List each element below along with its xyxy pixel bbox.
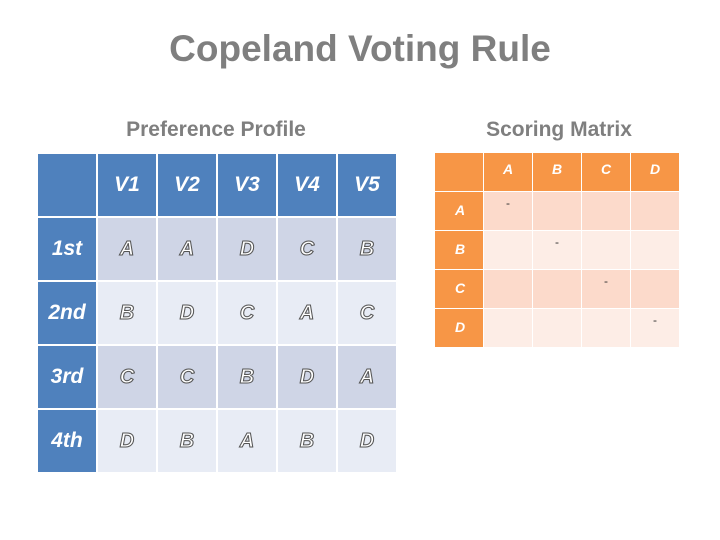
candidate-header: D [630,152,680,192]
voter-header: V4 [276,152,338,218]
voter-header: V2 [156,152,218,218]
candidate-header: C [581,152,631,192]
candidate-header: A [483,152,533,192]
candidate-row-label: B [434,230,484,270]
preference-cell: C [336,280,398,346]
scoring-matrix-table: A B C D A - B - C - D - [434,152,680,348]
rank-label: 4th [36,408,98,474]
candidate-header: B [532,152,582,192]
preference-profile-table: V1 V2 V3 V4 V5 1st A A D C B 2nd B D C A… [36,152,398,474]
table-row: D - [434,308,680,348]
voter-header: V1 [96,152,158,218]
preference-cell: A [156,216,218,282]
score-cell [581,191,631,231]
score-cell [532,308,582,348]
preference-cell: B [156,408,218,474]
score-value: - [555,235,559,249]
rank-label: 3rd [36,344,98,410]
table-row: 3rd C C B D A [36,344,398,410]
score-cell: - [532,230,582,270]
score-cell [630,191,680,231]
preference-cell: C [216,280,278,346]
table-row: 4th D B A B D [36,408,398,474]
preference-cell: D [336,408,398,474]
score-cell [532,191,582,231]
preference-cell: B [336,216,398,282]
table-row: 2nd B D C A C [36,280,398,346]
score-value: - [506,196,510,210]
preference-cell: B [96,280,158,346]
rank-label: 2nd [36,280,98,346]
candidate-row-label: D [434,308,484,348]
scoring-matrix-heading: Scoring Matrix [486,118,632,141]
table-row: A - [434,191,680,231]
candidate-row-label: C [434,269,484,309]
preference-cell: D [96,408,158,474]
score-value: - [653,313,657,327]
corner-cell [36,152,98,218]
score-cell [532,269,582,309]
preference-profile-heading: Preference Profile [126,118,306,141]
score-value: - [604,274,608,288]
preference-cell: C [96,344,158,410]
table-row: B - [434,230,680,270]
score-cell [483,269,533,309]
preference-cell: A [96,216,158,282]
voter-header: V5 [336,152,398,218]
preference-cell: C [276,216,338,282]
table-row: C - [434,269,680,309]
preference-cell: D [216,216,278,282]
preference-cell: D [156,280,218,346]
voter-header: V3 [216,152,278,218]
corner-cell [434,152,484,192]
score-cell [630,269,680,309]
preference-cell: A [216,408,278,474]
preference-cell: B [216,344,278,410]
page-title: Copeland Voting Rule [169,28,551,69]
score-cell [581,230,631,270]
preference-cell: B [276,408,338,474]
table-header-row: V1 V2 V3 V4 V5 [36,152,398,218]
score-cell: - [630,308,680,348]
score-cell [483,230,533,270]
score-cell: - [483,191,533,231]
score-cell [483,308,533,348]
table-header-row: A B C D [434,152,680,192]
preference-cell: A [336,344,398,410]
preference-cell: D [276,344,338,410]
preference-cell: C [156,344,218,410]
candidate-row-label: A [434,191,484,231]
score-cell: - [581,269,631,309]
score-cell [630,230,680,270]
preference-cell: A [276,280,338,346]
score-cell [581,308,631,348]
table-row: 1st A A D C B [36,216,398,282]
rank-label: 1st [36,216,98,282]
